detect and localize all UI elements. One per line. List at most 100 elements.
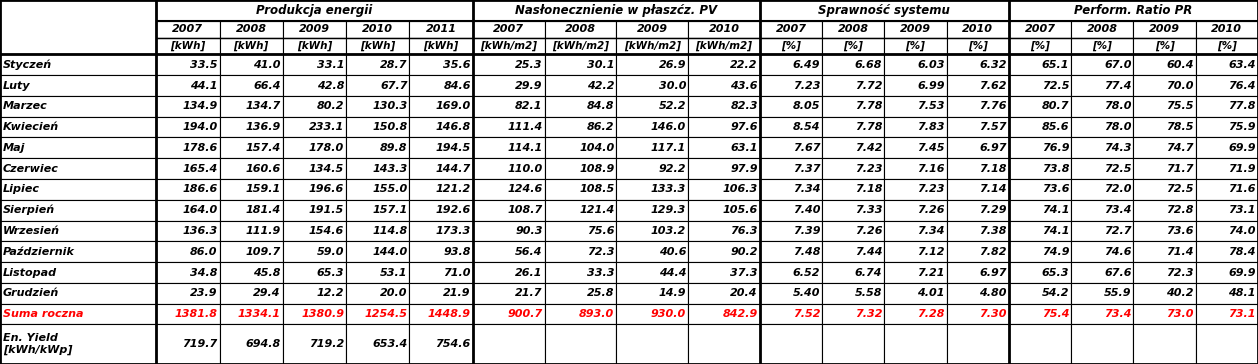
Text: 7.44: 7.44 [855, 247, 882, 257]
Text: 129.3: 129.3 [650, 205, 686, 215]
Text: 134.7: 134.7 [245, 101, 281, 111]
Bar [688, 241, 760, 262]
Text: 71.7: 71.7 [1166, 164, 1194, 174]
Text: 37.3: 37.3 [731, 268, 757, 277]
Bar [0, 221, 156, 241]
Bar [219, 21, 283, 37]
Text: 146.0: 146.0 [650, 122, 686, 132]
Bar [947, 304, 1009, 324]
Text: 66.4: 66.4 [253, 80, 281, 91]
Bar [1196, 117, 1258, 138]
Bar [0, 262, 156, 283]
Bar [473, 96, 545, 117]
Bar [884, 21, 947, 37]
Text: [kWh/m2]: [kWh/m2] [696, 41, 752, 51]
Text: 63.1: 63.1 [731, 143, 757, 153]
Bar [947, 221, 1009, 241]
Text: 70.0: 70.0 [1166, 80, 1194, 91]
Text: 8.05: 8.05 [793, 101, 820, 111]
Bar [760, 158, 823, 179]
Text: 7.28: 7.28 [917, 309, 945, 319]
Bar [1072, 96, 1133, 117]
Text: 75.9: 75.9 [1229, 122, 1255, 132]
Bar [0, 304, 156, 324]
Text: Styczeń: Styczeń [3, 60, 52, 70]
Text: 14.9: 14.9 [659, 288, 686, 298]
Bar [1133, 158, 1196, 179]
Text: 2007: 2007 [1024, 24, 1055, 34]
Bar [410, 158, 473, 179]
Text: 124.6: 124.6 [507, 185, 542, 194]
Bar [1009, 200, 1072, 221]
Bar [688, 283, 760, 304]
Text: 80.2: 80.2 [317, 101, 345, 111]
Text: 67.6: 67.6 [1105, 268, 1131, 277]
Bar [410, 221, 473, 241]
Text: 653.4: 653.4 [372, 339, 408, 349]
Bar [688, 221, 760, 241]
Text: 134.5: 134.5 [309, 164, 345, 174]
Bar [823, 241, 884, 262]
Text: 41.0: 41.0 [253, 60, 281, 70]
Text: 2010: 2010 [962, 24, 994, 34]
Bar [0, 75, 156, 96]
Text: 73.6: 73.6 [1166, 226, 1194, 236]
Text: 72.3: 72.3 [1166, 268, 1194, 277]
Bar [545, 158, 616, 179]
Bar [1072, 158, 1133, 179]
Bar [410, 54, 473, 75]
Text: 7.23: 7.23 [917, 185, 945, 194]
Bar [884, 200, 947, 221]
Bar [616, 200, 688, 221]
Bar [884, 324, 947, 364]
Bar [545, 96, 616, 117]
Bar [219, 304, 283, 324]
Text: 144.0: 144.0 [372, 247, 408, 257]
Text: 108.7: 108.7 [507, 205, 542, 215]
Text: 84.6: 84.6 [443, 80, 470, 91]
Bar [616, 179, 688, 200]
Bar [219, 117, 283, 138]
Bar [1009, 0, 1258, 21]
Bar [760, 75, 823, 96]
Text: 73.1: 73.1 [1229, 309, 1255, 319]
Bar [1196, 54, 1258, 75]
Text: 186.6: 186.6 [182, 185, 218, 194]
Bar [410, 117, 473, 138]
Bar [884, 179, 947, 200]
Bar [156, 241, 219, 262]
Bar [156, 96, 219, 117]
Text: 178.6: 178.6 [182, 143, 218, 153]
Bar [219, 75, 283, 96]
Text: Sprawność systemu: Sprawność systemu [819, 4, 950, 17]
Bar [545, 200, 616, 221]
Bar [1009, 117, 1072, 138]
Text: 159.1: 159.1 [245, 185, 281, 194]
Text: 136.3: 136.3 [182, 226, 218, 236]
Bar [1072, 200, 1133, 221]
Bar [947, 96, 1009, 117]
Bar [947, 138, 1009, 158]
Text: 69.9: 69.9 [1229, 143, 1255, 153]
Bar [1009, 138, 1072, 158]
Text: [%]: [%] [1155, 41, 1175, 51]
Text: 2008: 2008 [235, 24, 267, 34]
Bar [1133, 117, 1196, 138]
Bar [1009, 21, 1072, 37]
Bar [688, 200, 760, 221]
Text: 108.9: 108.9 [579, 164, 614, 174]
Text: 7.32: 7.32 [855, 309, 882, 319]
Text: 164.0: 164.0 [182, 205, 218, 215]
Text: 82.3: 82.3 [731, 101, 757, 111]
Bar [1072, 241, 1133, 262]
Text: 7.18: 7.18 [980, 164, 1006, 174]
Text: 1254.5: 1254.5 [365, 309, 408, 319]
Text: 30.1: 30.1 [586, 60, 614, 70]
Bar [410, 75, 473, 96]
Text: 76.3: 76.3 [731, 226, 757, 236]
Text: 33.5: 33.5 [190, 60, 218, 70]
Bar [219, 37, 283, 54]
Text: 77.4: 77.4 [1105, 80, 1131, 91]
Text: Październik: Październik [3, 247, 75, 257]
Bar [760, 21, 823, 37]
